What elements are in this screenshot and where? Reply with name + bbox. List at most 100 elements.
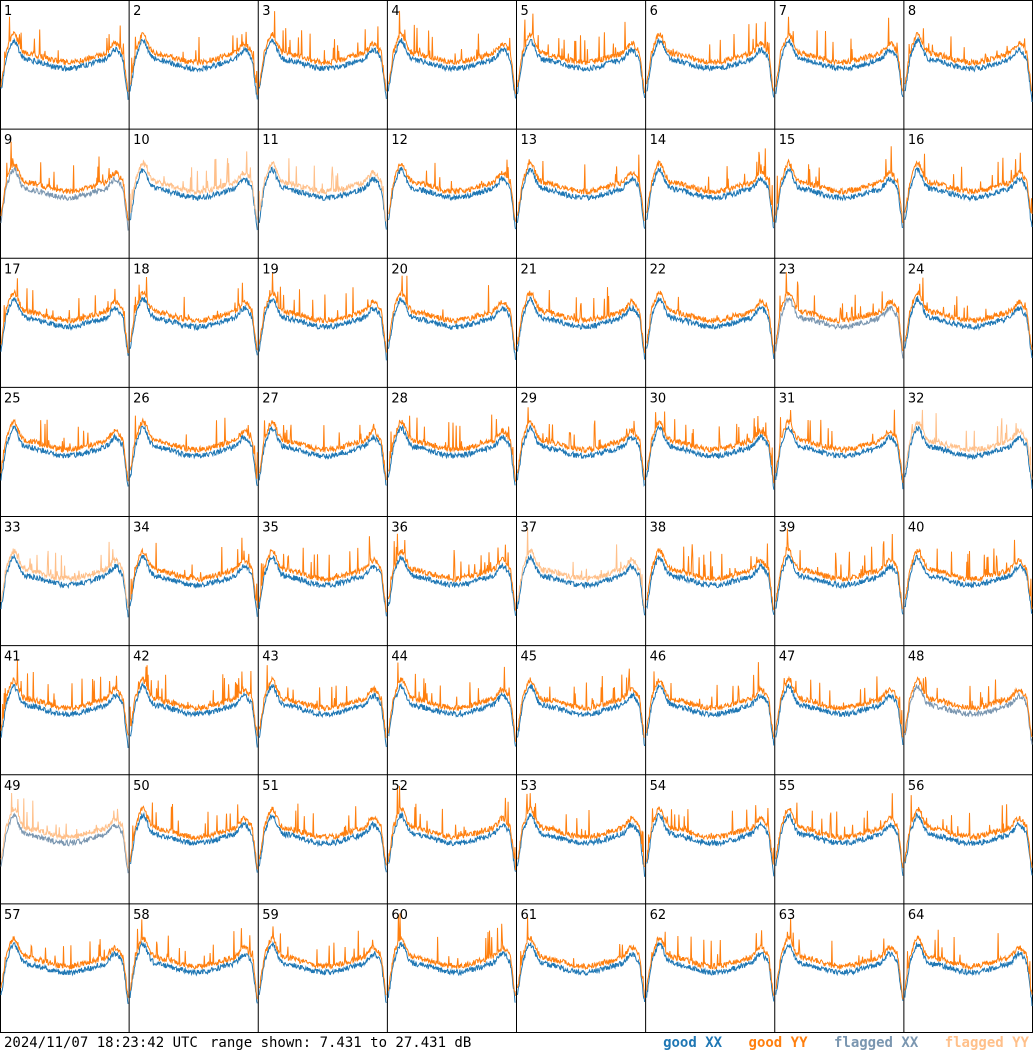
series-good-xx-panel-26 <box>129 425 258 487</box>
panel-44: 44 <box>387 650 516 747</box>
panel-22: 22 <box>646 262 775 359</box>
series-good-xx-panel-60 <box>387 941 516 1003</box>
panel-42: 42 <box>129 650 258 748</box>
panel-48: 48 <box>904 650 1033 745</box>
series-good-xx-panel-47 <box>775 683 904 746</box>
series-good-xx-panel-63 <box>775 943 904 1001</box>
series-good-yy-panel-43 <box>258 665 387 738</box>
panel-6: 6 <box>646 4 775 98</box>
series-good-yy-panel-8 <box>904 28 1033 92</box>
series-good-xx-panel-1 <box>0 37 129 100</box>
series-good-yy-panel-58 <box>129 919 258 1000</box>
series-good-xx-panel-51 <box>258 813 387 873</box>
panel-label-4: 4 <box>391 4 399 19</box>
panel-label-30: 30 <box>650 391 667 406</box>
panel-label-24: 24 <box>908 262 925 277</box>
panel-17: 17 <box>0 262 129 356</box>
series-good-yy-panel-27 <box>258 420 387 481</box>
panel-label-28: 28 <box>391 391 408 406</box>
series-good-xx-panel-59 <box>258 940 387 1004</box>
panel-label-55: 55 <box>779 779 796 794</box>
panel-label-57: 57 <box>4 908 21 923</box>
series-good-xx-panel-45 <box>517 682 646 747</box>
series-good-yy-panel-35 <box>258 536 387 613</box>
legend-flagged-xx: flagged XX <box>833 1035 919 1051</box>
panel-label-26: 26 <box>133 391 150 406</box>
panel-38: 38 <box>646 521 775 615</box>
panel-40: 40 <box>904 521 1033 615</box>
panel-label-11: 11 <box>262 133 279 148</box>
series-good-xx-panel-40 <box>904 554 1033 615</box>
panel-label-41: 41 <box>4 650 21 665</box>
series-flagged-xx-panel-49 <box>0 812 129 874</box>
series-good-xx-panel-30 <box>646 425 775 490</box>
series-good-yy-panel-15 <box>775 146 904 224</box>
panel-20: 20 <box>387 262 516 360</box>
series-good-xx-panel-53 <box>517 813 646 877</box>
series-good-xx-panel-56 <box>904 812 1033 876</box>
series-good-xx-panel-24 <box>904 296 1033 358</box>
series-good-yy-panel-26 <box>129 415 258 479</box>
legend: good XX good YY flagged XX flagged YY <box>645 1034 1029 1053</box>
panel-label-3: 3 <box>262 4 270 19</box>
series-flagged-yy-panel-32 <box>904 409 1033 480</box>
series-good-yy-panel-46 <box>646 662 775 738</box>
panel-30: 30 <box>646 391 775 490</box>
series-good-xx-panel-44 <box>388 682 516 747</box>
series-good-yy-panel-28 <box>388 414 516 482</box>
series-good-xx-panel-5 <box>517 38 646 98</box>
series-good-xx-panel-22 <box>646 297 775 359</box>
panel-label-38: 38 <box>650 521 667 536</box>
series-good-xx-panel-37 <box>517 553 646 616</box>
series-good-yy-panel-24 <box>904 277 1033 350</box>
series-good-yy-panel-5 <box>517 13 646 93</box>
panel-13: 13 <box>517 133 646 229</box>
panel-label-2: 2 <box>133 4 141 19</box>
series-flagged-yy-panel-11 <box>258 158 387 222</box>
legend-flagged-yy: flagged YY <box>944 1035 1029 1051</box>
series-good-yy-panel-23 <box>775 272 904 352</box>
panel-43: 43 <box>258 650 387 748</box>
series-good-xx-panel-7 <box>775 38 904 98</box>
series-good-yy-panel-52 <box>387 785 516 871</box>
series-good-yy-panel-19 <box>258 272 387 353</box>
panel-label-29: 29 <box>521 391 538 406</box>
series-good-yy-panel-2 <box>129 31 258 95</box>
series-good-yy-panel-3 <box>258 11 387 92</box>
panel-23: 23 <box>775 262 904 359</box>
panel-label-5: 5 <box>521 4 529 19</box>
series-good-yy-panel-42 <box>129 665 258 737</box>
series-good-yy-panel-39 <box>775 528 903 609</box>
panel-label-7: 7 <box>779 4 787 19</box>
panel-24: 24 <box>904 262 1033 358</box>
series-good-yy-panel-17 <box>0 278 129 354</box>
panel-label-47: 47 <box>779 650 796 665</box>
series-good-xx-panel-27 <box>258 426 387 486</box>
series-good-yy-panel-1 <box>0 16 129 92</box>
panel-7: 7 <box>775 4 904 98</box>
series-good-xx-panel-12 <box>387 166 516 230</box>
series-good-xx-panel-64 <box>904 942 1033 1007</box>
series-good-yy-panel-41 <box>0 660 129 736</box>
panel-50: 50 <box>129 779 258 873</box>
panel-18: 18 <box>129 262 258 356</box>
panel-label-36: 36 <box>391 521 408 536</box>
series-good-yy-panel-40 <box>904 539 1033 610</box>
panel-19: 19 <box>258 262 387 361</box>
series-good-yy-panel-62 <box>646 930 775 996</box>
series-good-yy-panel-63 <box>775 917 904 1000</box>
series-good-yy-panel-64 <box>904 929 1033 995</box>
panel-63: 63 <box>775 908 904 1001</box>
series-good-xx-panel-19 <box>258 298 387 361</box>
series-good-yy-panel-31 <box>775 409 904 483</box>
series-good-yy-panel-54 <box>646 805 775 865</box>
series-flagged-yy-panel-37 <box>517 527 646 609</box>
panel-56: 56 <box>904 779 1033 876</box>
panel-8: 8 <box>904 4 1033 103</box>
series-good-xx-panel-42 <box>129 681 258 748</box>
panel-label-20: 20 <box>391 262 408 277</box>
panel-59: 59 <box>258 908 387 1004</box>
series-good-yy-panel-9 <box>0 141 129 221</box>
series-good-xx-panel-13 <box>517 167 646 229</box>
series-good-yy-panel-4 <box>387 10 516 94</box>
